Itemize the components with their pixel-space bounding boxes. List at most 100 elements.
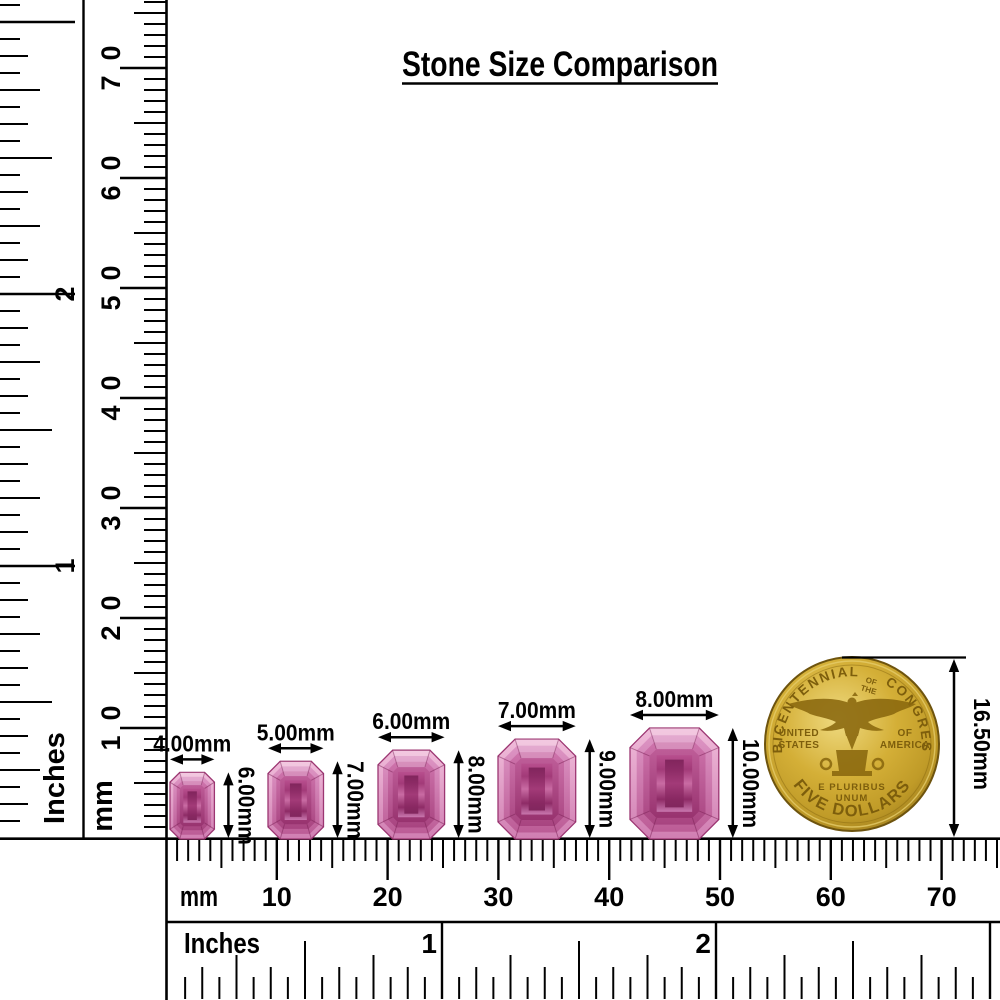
coin-of: OF [898,728,913,739]
mm-number: 10 [262,882,292,912]
stone-facet-line [204,822,215,830]
left-mm-unit-label: mm [87,780,119,832]
stone-facet-line [279,824,285,840]
left-inches-unit-label: Inches [39,732,71,824]
stone-7x9: 7.00mm 9.00mm [497,697,621,840]
mm-number: 40 [594,882,624,912]
stone-width-label: 5.00mm [257,719,335,745]
stone-height-label: 9.00mm [595,750,621,828]
mm-number: 70 [927,882,957,912]
dimension-arrowhead [584,739,595,753]
inch-number: 1 [421,928,437,959]
dimension-arrowhead [223,825,234,838]
stone-highlight [515,739,559,759]
stone-facet-line [552,819,560,840]
inch-number: 1 [50,558,80,573]
stone-facet-line [204,781,215,789]
stones-group: 4.00mm6.00mm5.00mm7.00mm6.00mm8.00mm7.00… [153,686,764,845]
stone-facet-line [514,819,522,840]
eagle-head [847,697,857,707]
stone-facet-line [514,738,522,759]
stone-core [187,791,197,821]
stone-facet-line [311,819,324,828]
inch-number: 2 [695,928,711,959]
coin-motto-2: UNUM [836,793,869,804]
coin-scroll-left [819,757,833,771]
page-title: Stone Size Comparison [402,45,718,84]
coin-rim-inner [772,664,932,824]
stone-facet-line [169,822,181,830]
stone-facet-line [200,772,206,786]
stone-facet-line [179,772,184,786]
stone-facet-line [691,727,700,750]
stone-core [289,783,302,817]
stone-highlight [179,772,205,786]
dimension-arrowhead [170,754,183,765]
stone-facet-line [392,821,399,840]
stone-highlight [280,761,312,777]
coin-dimension: 16.50mm [842,656,995,837]
coin-diameter-label: 16.50mm [969,698,995,790]
coin-states: STATES [779,740,820,751]
stone-facet-line [392,750,399,768]
dimension-arrowhead [727,728,738,741]
dimension-arrowhead [705,709,719,721]
stone-5x7: 5.00mm 7.00mm [257,719,369,840]
stone-facet-line [699,747,719,757]
stone-facet-line [377,816,393,825]
coin-eagle-emblem [788,692,916,776]
inch-number: 2 [50,286,80,301]
dimension-arrowhead [584,825,595,838]
stone-facet-line [699,810,719,820]
stone-facet-line [649,727,657,750]
dimension-arrowhead [332,825,343,838]
coin-motto-1: E PLURIBUS [818,782,886,793]
stone-facet-line [552,738,560,759]
stone-width-label: 6.00mm [372,708,450,734]
stone-facet-line [649,817,657,840]
stone-facet-line [629,747,650,757]
stone-facet-line [306,761,312,777]
dimension-arrowhead [948,824,960,837]
dimension-arrowhead [378,732,391,743]
dimension-arrowhead [223,772,234,786]
stone-width-label: 7.00mm [498,697,576,723]
left-inches-ruler: 1 2 Inches [0,4,80,824]
stone-facet-line [424,821,431,840]
dimension-arrowhead [630,709,643,721]
mm-number: 20 [373,882,403,912]
stone-facet-line [497,813,516,823]
dimension-arrowhead [431,732,445,743]
stone-facet-line [267,773,281,781]
eagle-beak [852,692,858,696]
stone-facet-line [629,810,650,820]
stone-width-label: 4.00mm [153,730,231,756]
dimension-arrowhead [453,750,464,764]
stone-6x8: 6.00mm 8.00mm [372,708,490,840]
stone-core [404,775,419,814]
stone-facet-line [279,761,285,777]
mm-number: 50 [705,882,735,912]
stone-highlight [392,750,430,768]
bottom-mm-ruler: 10 20 30 40 50 60 70 mm [176,840,998,913]
stone-height-label: 6.00mm [233,767,259,845]
dimension-arrowhead [268,743,281,754]
coin-america: AMERICA [880,740,930,751]
coin: BICENTENNIAL CONGRESS OF THE UNITED STAT… [764,656,940,832]
stone-8x10: 8.00mm 10.00mm [629,686,764,840]
stone-height-label: 10.00mm [738,739,764,828]
dimension-arrowhead [453,825,464,838]
dimension-arrowhead [562,720,576,732]
stone-facet-line [497,755,516,765]
stone-core [665,759,684,808]
mm-number: 60 [816,882,846,912]
stone-facet-line [691,817,700,840]
stone-facet-line [377,764,393,773]
stone-height-label: 7.00mm [343,761,369,839]
stone-facet-line [169,781,181,789]
stone-facet-line [267,819,281,828]
stone-facet-line [558,755,576,765]
